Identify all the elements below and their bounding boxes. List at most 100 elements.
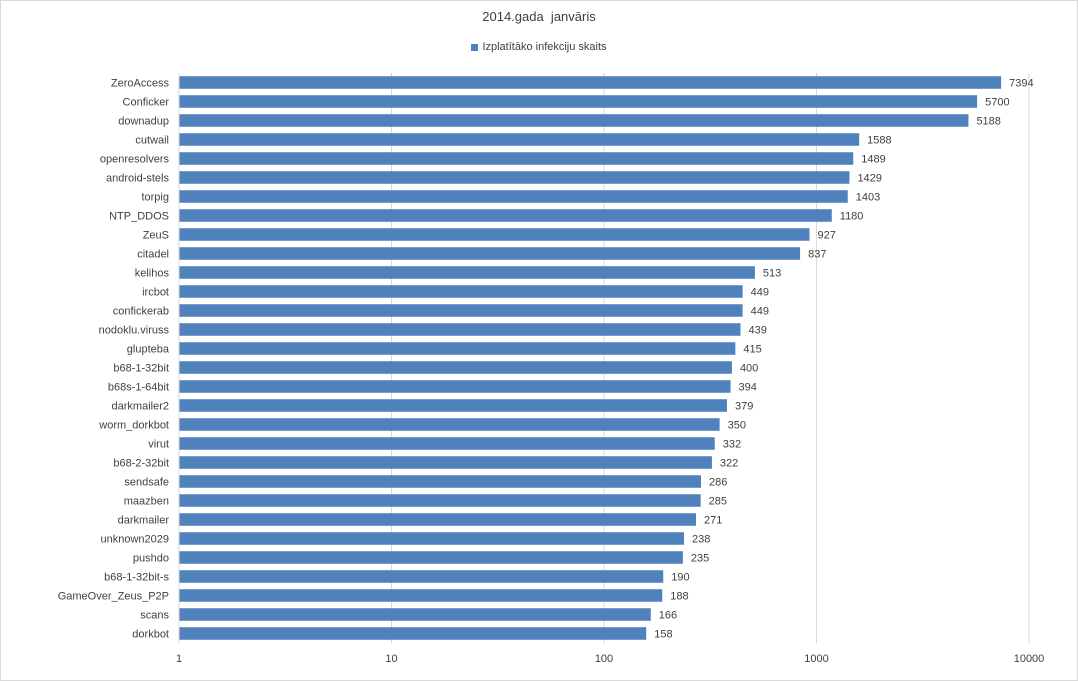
category-label: b68-1-32bit-s — [104, 572, 169, 584]
bar — [179, 209, 832, 222]
x-tick-label: 100 — [595, 653, 613, 665]
data-label: 449 — [751, 306, 769, 318]
data-label: 513 — [763, 268, 781, 280]
data-label: 927 — [818, 230, 836, 242]
bar — [179, 76, 1002, 89]
bar — [179, 418, 720, 431]
category-label: b68-1-32bit — [113, 363, 169, 375]
category-label: darkmailer2 — [112, 401, 169, 413]
data-label: 322 — [720, 458, 738, 470]
data-label: 286 — [709, 477, 727, 489]
data-label: 332 — [723, 439, 741, 451]
category-label: Conficker — [123, 97, 170, 109]
bar — [179, 532, 685, 545]
bar — [179, 456, 712, 469]
bar — [179, 589, 663, 602]
bar — [179, 285, 743, 298]
category-label: unknown2029 — [100, 534, 169, 546]
category-label: cutwail — [135, 135, 169, 147]
bar — [179, 190, 848, 203]
category-label: scans — [140, 610, 169, 622]
bar — [179, 551, 683, 564]
data-label: 415 — [743, 344, 761, 356]
data-label: 1429 — [857, 173, 881, 185]
category-label: openresolvers — [100, 154, 170, 166]
bar — [179, 380, 731, 393]
category-label: virut — [148, 439, 169, 451]
data-label: 5188 — [976, 116, 1000, 128]
bar — [179, 247, 801, 260]
bar — [179, 228, 810, 241]
bar — [179, 152, 854, 165]
category-label: pushdo — [133, 553, 169, 565]
bar — [179, 437, 715, 450]
bar — [179, 513, 697, 526]
data-label: 1180 — [840, 211, 864, 223]
category-label: GameOver_Zeus_P2P — [58, 591, 169, 603]
data-label: 238 — [692, 534, 710, 546]
bar — [179, 494, 701, 507]
data-label: 439 — [749, 325, 767, 337]
bar — [179, 342, 736, 355]
bar — [179, 304, 743, 317]
data-label: 394 — [739, 382, 757, 394]
category-label: ZeuS — [143, 230, 169, 242]
category-label: sendsafe — [124, 477, 169, 489]
data-label: 158 — [654, 629, 672, 641]
data-label: 449 — [751, 287, 769, 299]
category-label: downadup — [118, 116, 169, 128]
chart-title: 2014.gada janvāris — [482, 9, 596, 24]
category-label: citadel — [137, 249, 169, 261]
x-tick-label: 1000 — [804, 653, 828, 665]
category-label: NTP_DDOS — [109, 211, 169, 223]
category-label: ZeroAccess — [111, 78, 170, 90]
bar — [179, 399, 727, 412]
bar — [179, 608, 651, 621]
data-label: 837 — [808, 249, 826, 261]
bar — [179, 133, 860, 146]
category-label: nodoklu.viruss — [99, 325, 170, 337]
category-label: worm_dorkbot — [98, 420, 169, 432]
bar — [179, 361, 732, 374]
data-label: 188 — [670, 591, 688, 603]
bar — [179, 171, 850, 184]
category-label: android-stels — [106, 173, 169, 185]
data-label: 7394 — [1009, 78, 1033, 90]
category-label: maazben — [124, 496, 169, 508]
bar — [179, 95, 978, 108]
data-label: 235 — [691, 553, 709, 565]
data-label: 1489 — [861, 154, 885, 166]
data-label: 350 — [728, 420, 746, 432]
bar — [179, 266, 755, 279]
bar — [179, 323, 741, 336]
data-label: 166 — [659, 610, 677, 622]
data-label: 271 — [704, 515, 722, 527]
category-label: glupteba — [127, 344, 170, 356]
bar — [179, 570, 664, 583]
bar — [179, 114, 969, 127]
category-label: b68-2-32bit — [113, 458, 169, 470]
data-label: 1403 — [856, 192, 880, 204]
legend: Izplatītāko infekciju skaits — [0, 41, 1078, 53]
data-label: 400 — [740, 363, 758, 375]
data-label: 379 — [735, 401, 753, 413]
bar — [179, 475, 701, 488]
data-label: 285 — [709, 496, 727, 508]
category-label: darkmailer — [118, 515, 170, 527]
bar — [179, 627, 647, 640]
data-label: 1588 — [867, 135, 891, 147]
data-label: 190 — [671, 572, 689, 584]
legend-swatch — [471, 43, 479, 51]
category-label: kelihos — [135, 268, 170, 280]
legend-label: Izplatītāko infekciju skaits — [482, 41, 607, 53]
x-tick-label: 10 — [385, 653, 397, 665]
category-label: ircbot — [142, 287, 169, 299]
category-label: confickerab — [113, 306, 169, 318]
category-label: dorkbot — [132, 629, 169, 641]
category-label: b68s-1-64bit — [108, 382, 169, 394]
x-tick-label: 1 — [176, 653, 182, 665]
category-label: torpig — [141, 192, 169, 204]
data-label: 5700 — [985, 97, 1009, 109]
